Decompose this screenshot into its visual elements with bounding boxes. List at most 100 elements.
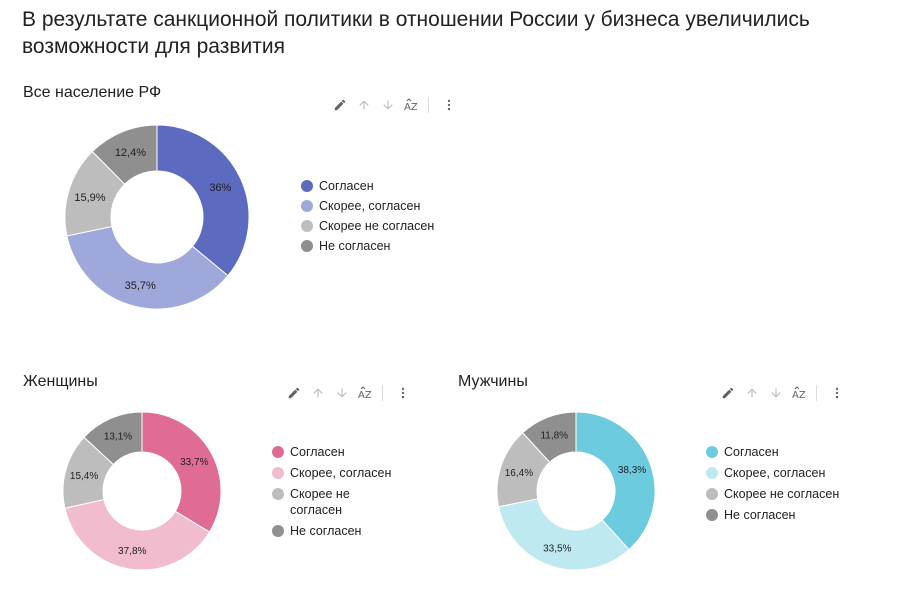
svg-text:AZ: AZ: [358, 390, 372, 400]
donut-slice-disagree[interactable]: [91, 124, 158, 185]
donut-chart: 36% 35,7% 15,9% 12,4%: [64, 124, 250, 310]
legend-item-rather-agree[interactable]: Скорее, согласен: [301, 198, 471, 214]
legend-swatch: [706, 446, 718, 458]
donut-slice-agree[interactable]: [156, 124, 250, 277]
move-down-button[interactable]: [330, 383, 354, 403]
sort-az-icon: AZ: [792, 386, 808, 400]
legend-swatch: [272, 446, 284, 458]
pencil-icon: [721, 386, 735, 400]
donut-slice-agree[interactable]: [141, 411, 222, 533]
slice-value-label: 35,7%: [125, 280, 156, 292]
more-vertical-icon: [396, 386, 410, 400]
edit-button[interactable]: [328, 95, 352, 115]
legend-item-agree[interactable]: Согласен: [301, 178, 471, 194]
slice-value-label: 12,4%: [115, 147, 146, 159]
legend-swatch: [706, 509, 718, 521]
slice-value-label: 38,3%: [618, 465, 646, 476]
legend-swatch: [301, 220, 313, 232]
more-options-button[interactable]: [825, 383, 849, 403]
arrow-up-icon: [311, 386, 325, 400]
legend-label: Скорее, согласен: [319, 199, 421, 213]
legend-item-rather-agree[interactable]: Скорее, согласен: [706, 465, 841, 481]
svg-text:AZ: AZ: [792, 390, 806, 400]
legend-swatch: [272, 525, 284, 537]
donut-slice-agree[interactable]: [575, 411, 656, 551]
toolbar-divider: [816, 385, 817, 401]
legend-label: Скорее не согласен: [319, 219, 435, 233]
legend-swatch: [301, 200, 313, 212]
legend-item-disagree[interactable]: Не согласен: [272, 523, 397, 539]
sort-button[interactable]: AZ: [788, 383, 812, 403]
legend-label: Скорее не согласен: [724, 487, 840, 501]
toolbar-divider: [382, 385, 383, 401]
slice-value-label: 16,4%: [505, 468, 533, 479]
legend-label: Не согласен: [290, 524, 362, 538]
slice-value-label: 33,7%: [180, 457, 208, 468]
toolbar-divider: [428, 97, 429, 113]
sort-az-icon: AZ: [358, 386, 374, 400]
arrow-down-icon: [335, 386, 349, 400]
more-vertical-icon: [830, 386, 844, 400]
page-title: В результате санкционной политики в отно…: [22, 8, 810, 58]
legend-label: Не согласен: [724, 508, 796, 522]
more-options-button[interactable]: [391, 383, 415, 403]
slice-value-label: 15,9%: [74, 192, 105, 204]
donut-slice-rather-agree[interactable]: [66, 225, 229, 310]
pencil-icon: [333, 98, 347, 112]
sort-button[interactable]: AZ: [400, 95, 424, 115]
legend-label: Скорее не согласен: [290, 487, 350, 517]
chart-legend: Согласен Скорее, согласен Скорее не соглас…: [706, 444, 841, 528]
donut-chart: 33,7% 37,8% 15,4% 13,1%: [62, 411, 222, 571]
slice-value-label: 37,8%: [118, 546, 146, 557]
arrow-down-icon: [381, 98, 395, 112]
donut-slice-disagree[interactable]: [83, 411, 143, 466]
legend-item-rather-disagree[interactable]: Скорее не согласен: [272, 486, 397, 518]
edit-button[interactable]: [716, 383, 740, 403]
move-up-button[interactable]: [306, 383, 330, 403]
legend-label: Не согласен: [319, 239, 391, 253]
arrow-up-icon: [357, 98, 371, 112]
arrow-up-icon: [745, 386, 759, 400]
slice-value-label: 15,4%: [70, 471, 98, 482]
legend-item-disagree[interactable]: Не согласен: [301, 238, 471, 254]
more-vertical-icon: [442, 98, 456, 112]
chart-legend: Согласен Скорее, согласен Скорее не соглас…: [301, 178, 471, 258]
legend-item-disagree[interactable]: Не согласен: [706, 507, 841, 523]
legend-label: Скорее, согласен: [724, 466, 826, 480]
legend-item-agree[interactable]: Согласен: [706, 444, 841, 460]
slice-value-label: 33,5%: [543, 544, 571, 555]
pencil-icon: [287, 386, 301, 400]
move-down-button[interactable]: [376, 95, 400, 115]
move-up-button[interactable]: [352, 95, 376, 115]
more-options-button[interactable]: [437, 95, 461, 115]
arrow-down-icon: [769, 386, 783, 400]
legend-swatch: [301, 180, 313, 192]
legend-item-agree[interactable]: Согласен: [272, 444, 397, 460]
slice-value-label: 13,1%: [104, 432, 132, 443]
donut-chart: 38,3% 33,5% 16,4% 11,8%: [496, 411, 656, 571]
chart-toolbar: AZ: [282, 383, 415, 403]
move-down-button[interactable]: [764, 383, 788, 403]
chart-toolbar: AZ: [716, 383, 849, 403]
donut-slice-rather-agree[interactable]: [64, 498, 211, 571]
legend-swatch: [272, 467, 284, 479]
legend-item-rather-disagree[interactable]: Скорее не согласен: [706, 486, 841, 502]
legend-swatch: [706, 488, 718, 500]
sort-button[interactable]: AZ: [354, 383, 378, 403]
chart-title: Все население РФ: [23, 84, 162, 101]
legend-item-rather-agree[interactable]: Скорее, согласен: [272, 465, 397, 481]
legend-swatch: [706, 467, 718, 479]
move-up-button[interactable]: [740, 383, 764, 403]
legend-label: Согласен: [319, 179, 374, 193]
svg-text:AZ: AZ: [404, 102, 418, 112]
slice-value-label: 11,8%: [540, 431, 568, 442]
chart-legend: Согласен Скорее, согласен Скорее не соглас…: [272, 444, 397, 544]
legend-swatch: [272, 488, 284, 500]
legend-label: Согласен: [290, 445, 345, 459]
legend-item-rather-disagree[interactable]: Скорее не согласен: [301, 218, 471, 234]
edit-button[interactable]: [282, 383, 306, 403]
legend-label: Согласен: [724, 445, 779, 459]
donut-slice-rather-agree[interactable]: [498, 498, 630, 571]
chart-title: Женщины: [23, 373, 98, 390]
donut-slice-disagree[interactable]: [521, 411, 577, 463]
